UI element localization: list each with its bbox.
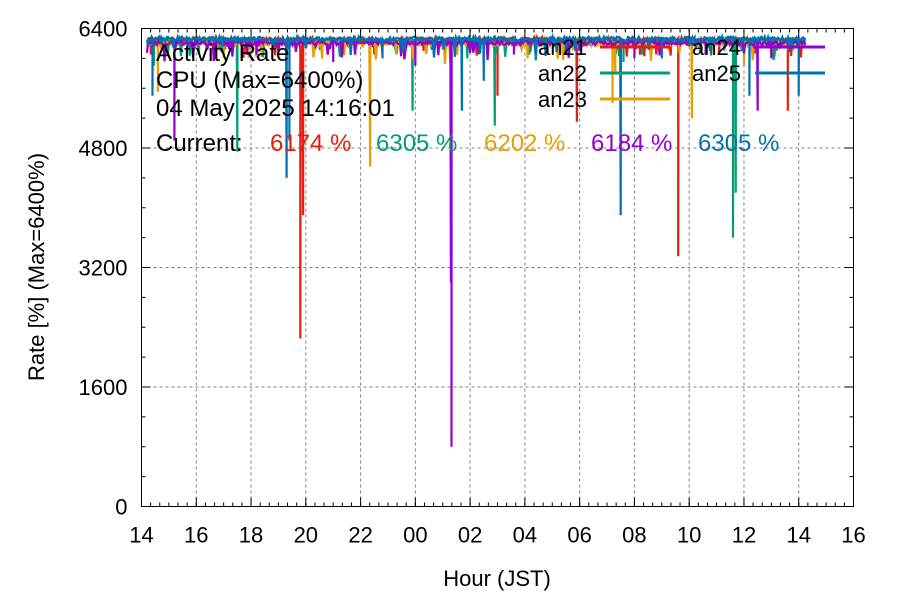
x-tick-label: 04 [513,523,537,548]
legend-label-an22: an22 [538,61,587,86]
series-line-an25 [145,32,807,216]
x-tick-label: 10 [677,523,701,548]
x-axis-label: Hour (JST) [443,566,551,591]
chart-subtitle: CPU (Max=6400%) [156,67,363,94]
y-axis-label: Rate [%] (Max=6400%) [24,153,49,381]
y-tick-label: 0 [115,495,127,520]
x-tick-label: 16 [841,523,865,548]
current-value-an22: 6305 % [376,130,457,157]
x-tick-label: 00 [403,523,427,548]
x-tick-label: 12 [732,523,756,548]
x-tick-label: 14 [786,523,810,548]
y-tick-labels: 0 1600 3200 4800 6400 [79,17,128,520]
current-value-an21: 6174 % [270,130,351,157]
current-values: 6174 % 6305 % 6202 % 6184 % 6305 % [270,130,779,157]
y-tick-label: 4800 [79,136,128,161]
legend-label-an24: an24 [692,35,741,60]
x-tick-label: 18 [239,523,263,548]
legend-label-an21: an21 [538,35,587,60]
legend-label-an25: an25 [692,61,741,86]
current-value-an24: 6184 % [591,130,672,157]
x-tick-label: 22 [348,523,372,548]
chart-timestamp: 04 May 2025 14:16:01 [156,95,395,122]
series-lines [145,32,807,447]
y-tick-label: 3200 [79,256,128,281]
x-tick-label: 08 [622,523,646,548]
current-value-an23: 6202 % [484,130,565,157]
x-tick-labels: 14 16 18 20 22 00 02 04 06 08 10 12 14 16 [129,523,865,548]
current-value-an25: 6305 % [698,130,779,157]
x-tick-label: 06 [567,523,591,548]
chart-title: Activity Rate [156,40,289,67]
legend-label-an23: an23 [538,87,587,112]
current-label: Current: [156,130,243,157]
y-tick-label: 6400 [79,17,128,42]
x-tick-label: 20 [294,523,318,548]
x-tick-label: 16 [184,523,208,548]
tick-marks [141,28,854,507]
y-tick-label: 1600 [79,375,128,400]
x-tick-label: 14 [129,523,153,548]
x-tick-label: 02 [458,523,482,548]
